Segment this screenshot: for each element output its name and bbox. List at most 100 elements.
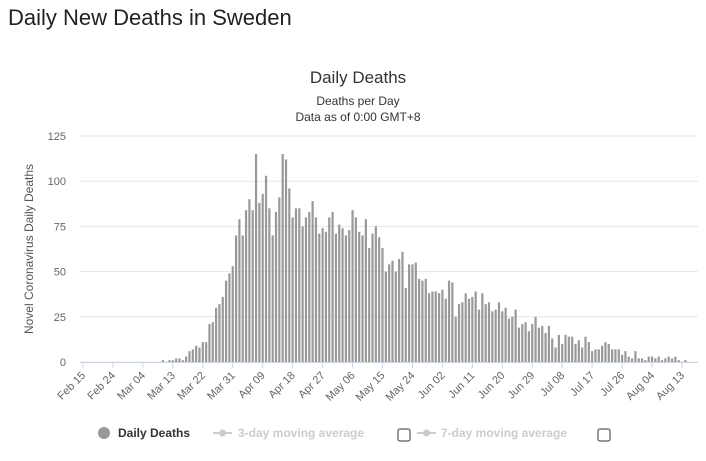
- x-tick-label: Apr 18: [266, 370, 297, 401]
- bar: [328, 217, 331, 362]
- bar: [677, 360, 680, 362]
- bar: [654, 358, 657, 362]
- bar: [561, 343, 564, 362]
- bar: [211, 322, 214, 362]
- bar: [667, 356, 670, 362]
- bar: [487, 302, 491, 362]
- x-tick-label: Feb 24: [85, 370, 118, 403]
- bar: [477, 309, 481, 362]
- x-tick-label: Aug 04: [624, 370, 657, 403]
- bar: [384, 271, 387, 362]
- bar: [354, 217, 357, 362]
- bar: [254, 154, 258, 362]
- chart-subtitle: Deaths per Day: [316, 94, 399, 108]
- bar: [611, 349, 614, 362]
- bar: [268, 208, 271, 362]
- bar: [341, 228, 344, 362]
- bar: [501, 311, 504, 362]
- bar: [371, 233, 374, 362]
- bar: [431, 291, 434, 362]
- bar: [234, 235, 238, 362]
- bar: [437, 293, 441, 362]
- bar: [541, 325, 544, 362]
- bar: [344, 235, 347, 362]
- y-tick-label: 50: [54, 267, 66, 279]
- legend-symbol: [98, 427, 110, 439]
- bar: [258, 202, 261, 362]
- bar: [408, 264, 411, 362]
- bar: [264, 175, 268, 362]
- checkbox[interactable]: [597, 428, 611, 442]
- bar: [657, 356, 660, 362]
- bar: [421, 280, 424, 362]
- bar: [664, 358, 667, 362]
- bar: [517, 327, 521, 362]
- legend-label[interactable]: Daily Deaths: [118, 426, 190, 440]
- bar: [331, 211, 334, 362]
- bar: [381, 248, 384, 362]
- bar: [318, 233, 321, 362]
- bar: [571, 336, 574, 362]
- x-tick-label: Aug 13: [654, 370, 687, 403]
- bar: [617, 349, 620, 362]
- bar: [291, 217, 294, 362]
- bar: [534, 316, 537, 362]
- x-tick-label: Jun 29: [506, 370, 538, 402]
- bar: [248, 199, 251, 362]
- bar: [298, 208, 301, 362]
- bar: [640, 358, 644, 362]
- bar: [614, 349, 617, 362]
- legend-label[interactable]: 3-day moving average: [238, 426, 364, 440]
- bar: [404, 287, 407, 362]
- bar: [587, 342, 590, 362]
- bar: [271, 235, 274, 362]
- bar: [311, 201, 314, 362]
- bar: [461, 302, 464, 362]
- bar: [231, 266, 234, 362]
- bar: [351, 210, 354, 362]
- bar: [304, 217, 308, 362]
- bar: [464, 293, 467, 362]
- bar: [597, 349, 600, 362]
- bar: [624, 351, 627, 362]
- chart-note: Data as of 0:00 GMT+8: [295, 110, 420, 124]
- bar: [215, 307, 218, 362]
- checkbox[interactable]: [397, 428, 411, 442]
- bar: [205, 342, 208, 362]
- bar: [191, 349, 194, 362]
- bar: [221, 296, 224, 362]
- y-tick-label: 75: [54, 221, 66, 233]
- bar: [491, 311, 494, 362]
- bar: [218, 304, 221, 362]
- x-tick-label: Apr 27: [296, 370, 327, 401]
- bar: [650, 356, 654, 362]
- bar: [388, 264, 391, 362]
- bar: [524, 322, 527, 362]
- bar: [577, 340, 580, 362]
- bar: [171, 360, 174, 362]
- legend-label[interactable]: 7-day moving average: [441, 426, 567, 440]
- bar: [361, 235, 364, 362]
- bar: [391, 260, 394, 362]
- bar: [301, 226, 304, 362]
- bar: [594, 349, 597, 362]
- bar: [554, 347, 557, 362]
- bar: [181, 360, 184, 362]
- bar: [228, 273, 231, 362]
- bar: [557, 334, 560, 362]
- bar: [567, 336, 570, 362]
- bar: [551, 338, 554, 362]
- bar: [670, 358, 674, 362]
- bar: [364, 219, 367, 362]
- bar: [454, 316, 457, 362]
- page-title: Daily New Deaths in Sweden: [8, 5, 292, 30]
- x-tick-label: Jul 08: [538, 370, 567, 399]
- x-tick-label: Apr 09: [236, 370, 267, 401]
- bar: [564, 334, 567, 362]
- x-tick-label: Jun 20: [476, 370, 508, 402]
- x-tick-label: May 15: [354, 370, 388, 404]
- chart-title: Daily Deaths: [310, 68, 406, 87]
- bar: [444, 298, 447, 362]
- x-tick-label: Mar 13: [145, 370, 178, 403]
